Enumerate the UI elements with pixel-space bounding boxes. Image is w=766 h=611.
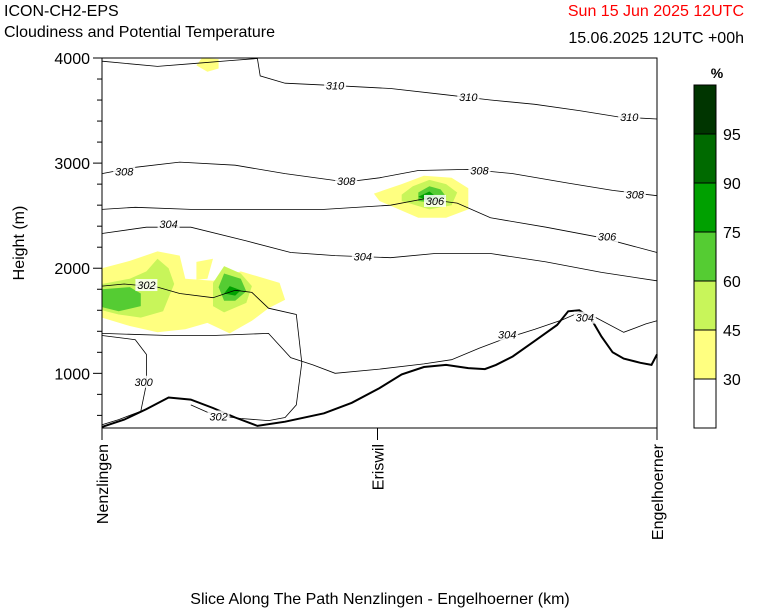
isentrope-label: 310 <box>459 92 478 104</box>
cloud-area-30 <box>196 258 213 280</box>
isentrope-label: 310 <box>620 112 639 124</box>
isentrope-label-bg <box>618 110 641 123</box>
y-tick-label: 1000 <box>54 366 90 383</box>
colorbar-label: 45 <box>723 323 741 340</box>
isentrope-layer <box>101 58 658 426</box>
x-axis: Nenzlingen Eriswil Engelhoerner <box>95 428 667 540</box>
isentrope-line <box>101 226 658 282</box>
colorbar-label: 75 <box>723 225 741 242</box>
isentrope-label-bg <box>623 188 646 201</box>
cloud-area-60 <box>102 287 141 312</box>
colorbar-swatch <box>694 232 716 281</box>
valid-time: Sun 15 Jun 2025 12UTC <box>567 3 744 20</box>
isentrope-label: 304 <box>354 252 372 264</box>
run-time: 15.06.2025 12UTC +00h <box>568 30 744 47</box>
isentrope-label: 308 <box>115 167 134 179</box>
model-title: ICON-CH2-EPS <box>4 3 119 20</box>
isentrope-labels: 310 310 310 308 308 308 308 306 306 304 304 304 304 3… <box>113 79 646 423</box>
chart-subtitle: Cloudiness and Potential Temperature <box>4 24 275 41</box>
isentrope-label-bg <box>457 90 480 103</box>
x-axis-label: Slice Along The Path Nenzlingen - Engelh… <box>190 591 569 608</box>
terrain-line <box>101 309 658 428</box>
isentrope-label: 308 <box>626 190 645 202</box>
cloud-area-30 <box>196 58 219 72</box>
isentrope-label-bg <box>113 165 136 178</box>
isentrope-label: 304 <box>159 219 177 231</box>
colorbar-swatch <box>694 134 716 183</box>
x-location-label: Nenzlingen <box>95 444 112 524</box>
colorbar: 30 45 60 75 90 95 <box>693 84 741 429</box>
isentrope-label-bg <box>573 311 596 324</box>
isentrope-label-bg <box>335 174 358 187</box>
isentrope-line <box>101 161 658 197</box>
isentrope-line <box>101 311 658 374</box>
isentrope-label: 304 <box>576 313 594 325</box>
isentrope-line <box>101 58 658 120</box>
y-axis: 1000 2000 3000 4000 <box>54 51 102 416</box>
isentrope-label-bg <box>424 194 446 207</box>
colorbar-unit: % <box>711 65 724 81</box>
colorbar-frame <box>693 84 717 429</box>
isentrope-label: 306 <box>426 196 445 208</box>
y-axis-label: Height (m) <box>11 206 28 281</box>
y-tick-label: 2000 <box>54 261 90 278</box>
colorbar-label: 90 <box>723 176 741 193</box>
colorbar-swatch <box>694 183 716 232</box>
isentrope-label: 306 <box>598 232 617 244</box>
colorbar-swatch <box>694 281 716 330</box>
y-tick-label: 4000 <box>54 51 90 68</box>
terrain-layer <box>101 309 658 428</box>
isentrope-label-bg <box>135 279 158 292</box>
isentrope-label-bg <box>324 79 347 92</box>
isentrope-label: 300 <box>134 377 153 389</box>
isentrope-label: 310 <box>326 80 345 92</box>
isentrope-label-bg <box>468 164 491 177</box>
colorbar-swatch <box>694 330 716 379</box>
x-location-label: Engelhoerner <box>650 443 667 540</box>
colorbar-label: 95 <box>723 127 741 144</box>
isentrope-label: 302 <box>137 280 155 292</box>
y-tick-label: 3000 <box>54 156 90 173</box>
isentrope-label: 308 <box>337 176 356 188</box>
isentrope-line <box>101 198 658 253</box>
isentrope-label-bg <box>351 250 374 263</box>
plot-frame <box>101 57 658 429</box>
isentrope-label-bg <box>207 410 230 423</box>
isentrope-label: 304 <box>498 329 516 341</box>
colorbar-label: 30 <box>723 372 741 389</box>
colorbar-swatch <box>694 379 716 428</box>
colorbar-swatch <box>694 85 716 134</box>
isentrope-label-bg <box>132 375 155 388</box>
x-location-label: Eriswil <box>371 444 388 490</box>
colorbar-label: 60 <box>723 274 741 291</box>
cloud-layer <box>102 58 469 334</box>
isentrope-label: 302 <box>209 411 227 423</box>
isentrope-label-bg <box>596 230 619 243</box>
isentrope-label-bg <box>157 218 180 231</box>
isentrope-label: 308 <box>470 165 489 177</box>
isentrope-label-bg <box>496 328 519 341</box>
